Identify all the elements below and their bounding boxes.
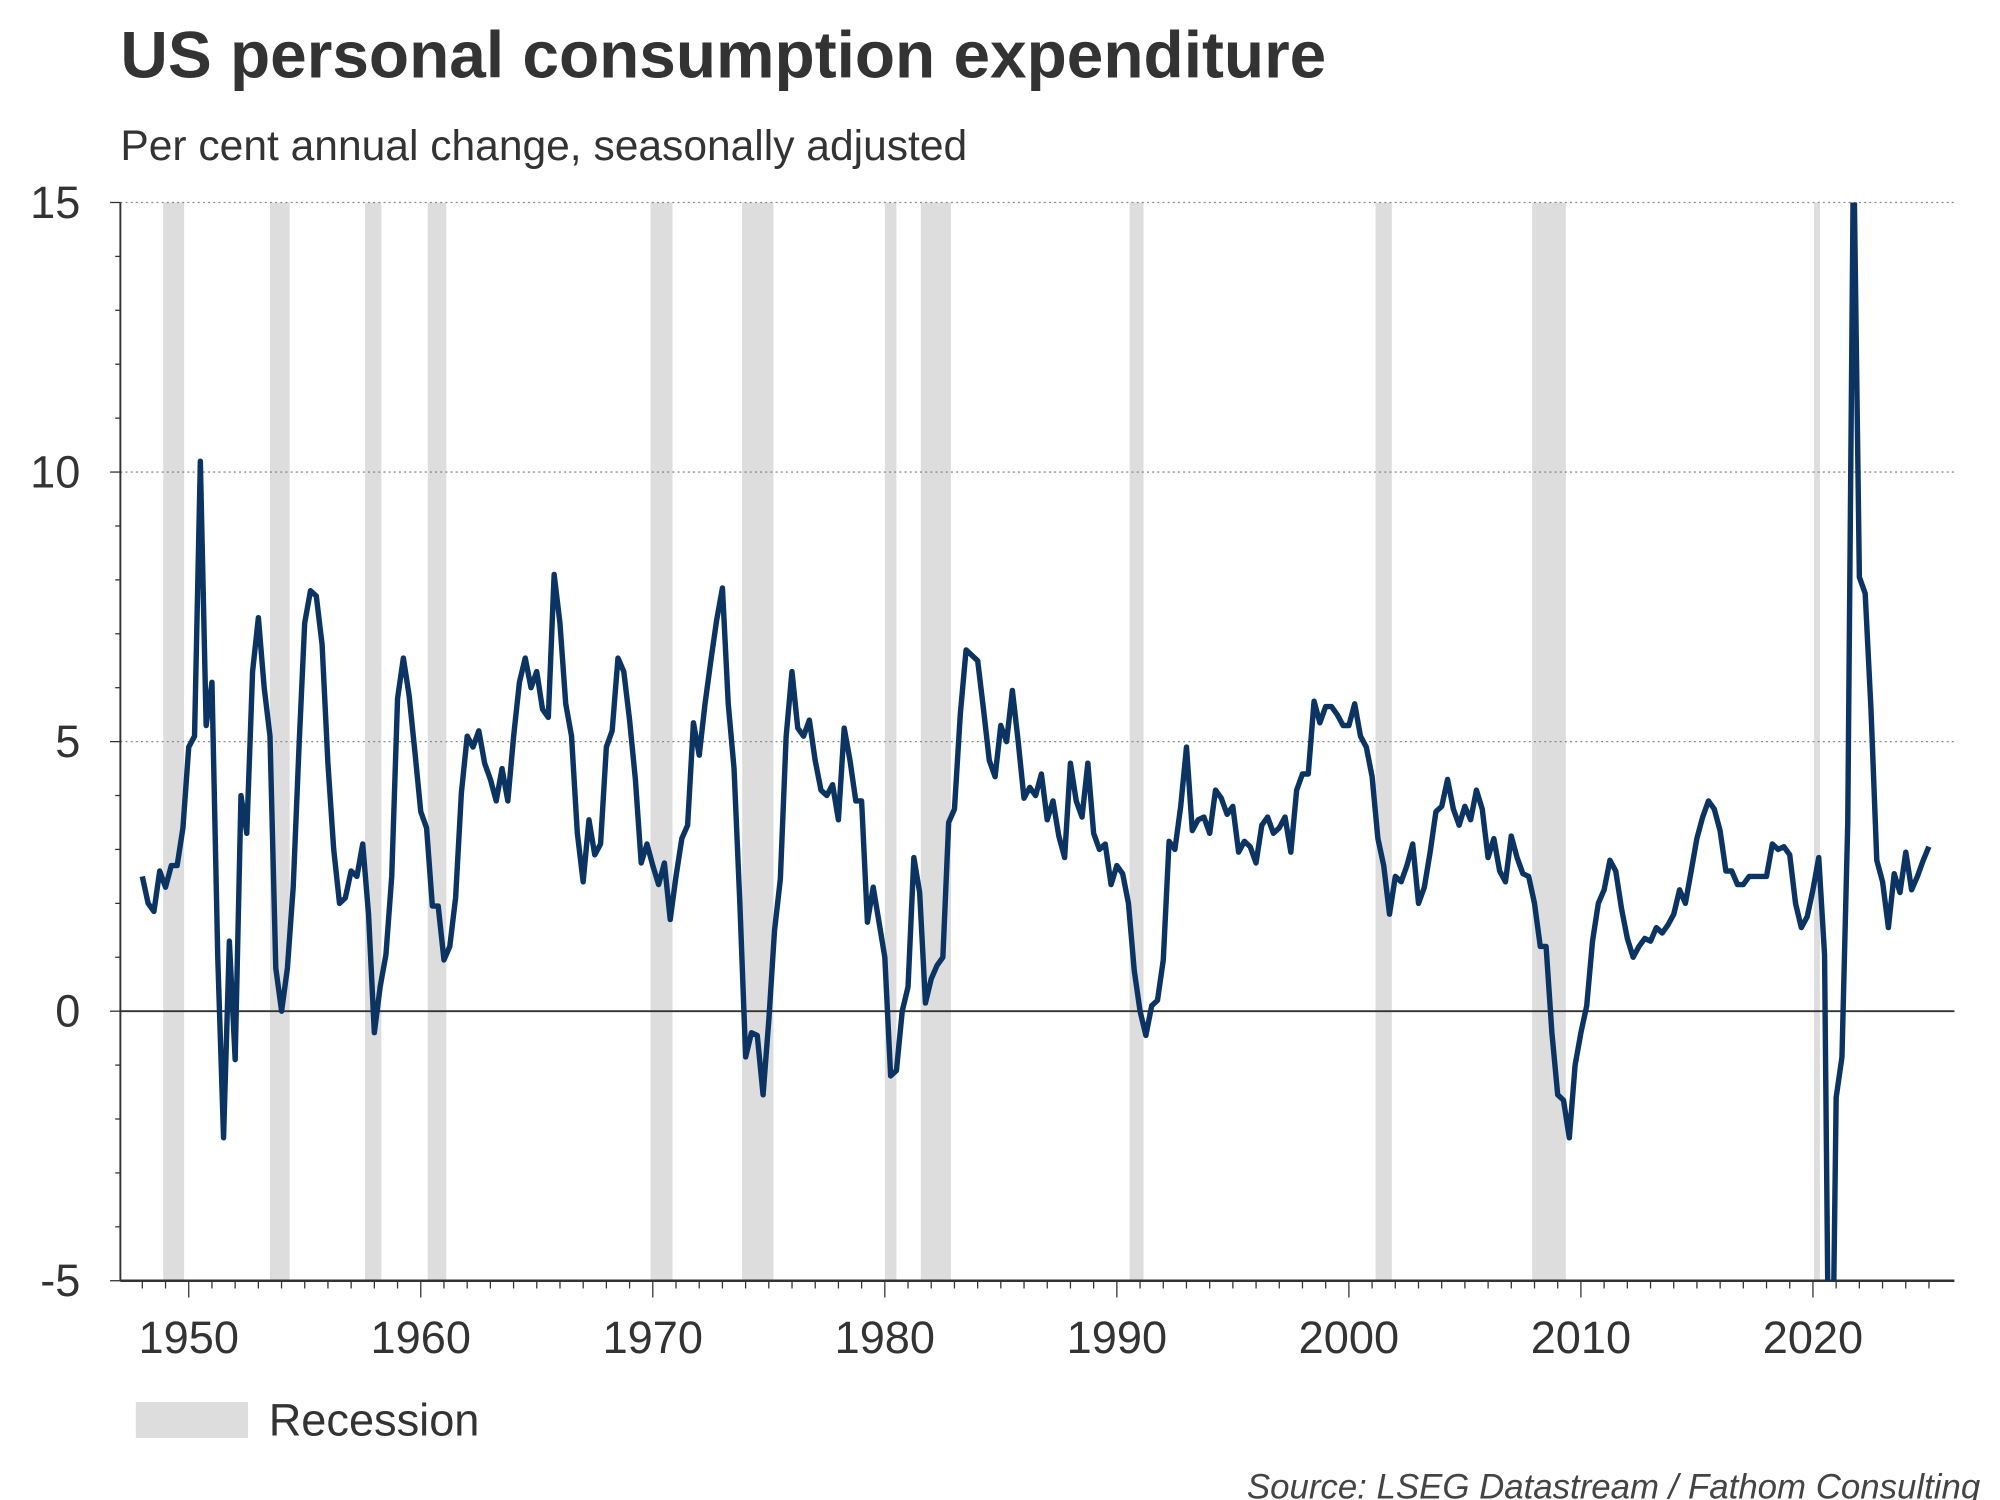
x-axis-labels: 1950 1960 1970 1980 1990 2000 2010 2020 — [139, 1312, 1864, 1363]
x-tick-label: 1990 — [1067, 1312, 1167, 1363]
recession-band — [1814, 202, 1820, 1281]
y-tick-label: -5 — [40, 1255, 80, 1306]
recession-band — [650, 202, 673, 1281]
y-tick-label: 0 — [55, 986, 80, 1037]
y-axis-labels: 15 10 5 0 -5 — [30, 177, 80, 1306]
recession-band — [1375, 202, 1392, 1281]
y-tick-label: 10 — [30, 447, 80, 498]
source-note: Source: LSEG Datastream / Fathom Consult… — [1247, 1468, 1981, 1500]
x-tick-label: 1970 — [603, 1312, 703, 1363]
y-tick-label: 5 — [55, 716, 80, 767]
x-tick-label: 2020 — [1763, 1312, 1863, 1363]
series-line — [139, 202, 1932, 1281]
x-tick-label: 1960 — [371, 1312, 471, 1363]
legend-swatch-recession — [135, 1401, 249, 1439]
legend-label-recession: Recession — [269, 1395, 480, 1446]
y-tick-label: 15 — [30, 177, 80, 228]
chart-subtitle: Per cent annual change, seasonally adjus… — [120, 122, 967, 170]
x-tick-label: 2010 — [1531, 1312, 1631, 1363]
axes — [110, 201, 1955, 1298]
chart-title: US personal consumption expenditure — [120, 17, 1326, 91]
recession-band — [742, 202, 774, 1281]
x-tick-label: 1980 — [835, 1312, 935, 1363]
gridlines — [120, 201, 1955, 743]
x-tick-label: 1950 — [139, 1312, 239, 1363]
x-tick-label: 2000 — [1299, 1312, 1399, 1363]
